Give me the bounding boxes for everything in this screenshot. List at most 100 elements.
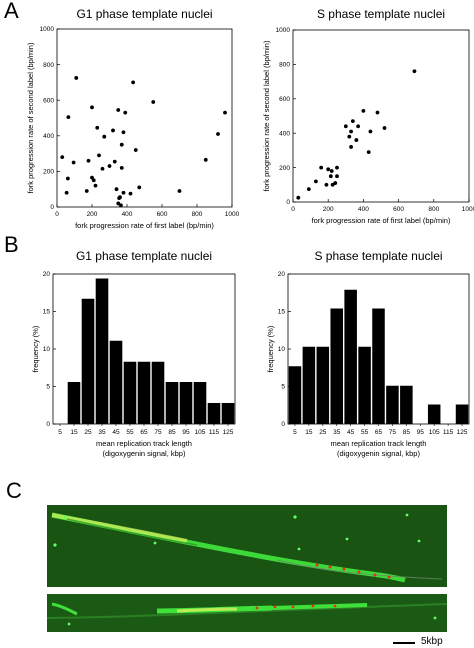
- data-point: [102, 134, 107, 139]
- data-point: [123, 110, 128, 115]
- bar: [455, 404, 469, 424]
- bar: [207, 403, 221, 424]
- y-tick-label: 0: [46, 421, 50, 428]
- x-tick-label: 25: [84, 429, 92, 436]
- x-tick-label: 400: [358, 206, 369, 213]
- x-tick-label: 200: [87, 211, 98, 218]
- bar: [358, 346, 371, 424]
- data-point: [349, 129, 353, 134]
- x-tick-label: 95: [182, 429, 190, 436]
- micrograph-bottom-image: [47, 594, 447, 632]
- x-axis-label: mean replication track length: [331, 439, 427, 448]
- y-tick-label: 0: [286, 199, 290, 206]
- x-tick-label: 105: [429, 429, 440, 436]
- x-tick-label: 55: [361, 429, 369, 436]
- bar: [427, 404, 441, 424]
- bar: [109, 340, 123, 424]
- data-point: [335, 165, 339, 170]
- bar: [288, 366, 302, 424]
- data-point: [151, 100, 156, 104]
- panel-label-a: A: [4, 0, 19, 23]
- data-point: [375, 110, 380, 115]
- data-point: [100, 166, 105, 171]
- data-point: [131, 80, 136, 85]
- x-tick-label: 75: [154, 429, 162, 436]
- data-point: [343, 124, 348, 129]
- data-point: [329, 169, 334, 173]
- x-tick-label: 35: [333, 429, 341, 436]
- x-tick-label: 0: [55, 211, 59, 218]
- plot-frame: [56, 28, 233, 208]
- data-point: [328, 174, 333, 179]
- x-tick-label: 45: [347, 429, 355, 436]
- y-tick-label: 5: [46, 384, 50, 391]
- micrograph-top-image: [47, 505, 447, 587]
- y-axis-label: frequency (%): [31, 325, 40, 372]
- data-point: [93, 183, 98, 188]
- scale-bar-label: 5kbp: [421, 636, 443, 647]
- bar: [67, 382, 81, 424]
- x-axis-label: fork progression rate of first label (bp…: [75, 221, 214, 230]
- x-tick-label: 105: [195, 429, 206, 436]
- bar: [302, 346, 316, 424]
- bar: [151, 361, 165, 424]
- y-axis-label: fork progression rate of second label (b…: [26, 42, 35, 193]
- x-tick-label: 600: [393, 206, 404, 213]
- bar: [81, 298, 95, 424]
- histogram-s: S phase template nuclei 5 15 25 35 45 55 65 75 85…: [266, 249, 470, 458]
- data-point: [128, 191, 133, 196]
- y-axis-label: fork progression rate of second label (b…: [262, 40, 271, 191]
- bar: [137, 361, 151, 424]
- x-tick-label: 85: [403, 429, 411, 436]
- x-tick-label: 800: [192, 211, 203, 218]
- bar: [123, 361, 137, 424]
- scatter-s: S phase template nuclei 0 200 400 600 800 100 0…: [262, 7, 474, 225]
- y-tick-label: 10: [43, 346, 51, 353]
- bar: [344, 289, 357, 424]
- y-tick-label: 400: [279, 130, 290, 137]
- data-point: [133, 148, 138, 152]
- micrograph-top: [47, 505, 447, 587]
- x-tick-label: 125: [457, 429, 468, 436]
- x-tick-label: 1000: [462, 206, 474, 213]
- data-point: [111, 128, 115, 133]
- x-tick-label: 15: [305, 429, 313, 436]
- data-point: [216, 132, 220, 136]
- x-tick-label: 35: [98, 429, 106, 436]
- scatter-g1: G1 phase template nuclei 0 200 400 600 800 100…: [26, 7, 240, 230]
- x-tick-label: 25: [319, 429, 327, 436]
- data-point: [356, 124, 361, 129]
- panel-label-c: C: [6, 478, 22, 503]
- y-tick-label: 15: [278, 309, 286, 316]
- histogram-g1: G1 phase template nuclei 5 15 25 35 45 55 65 75 8…: [31, 249, 236, 458]
- chart-title: S phase template nuclei: [314, 249, 442, 263]
- data-point: [333, 181, 338, 185]
- x-tick-label: 400: [122, 211, 133, 218]
- plot-frame: [292, 29, 470, 203]
- data-point: [361, 108, 366, 113]
- x-axis-label: fork progression rate of first label (bp…: [312, 216, 451, 225]
- data-point: [335, 174, 339, 179]
- bar: [165, 382, 179, 424]
- panel-label-b: B: [4, 232, 19, 257]
- bar: [316, 346, 330, 424]
- x-tick-label: 200: [323, 206, 334, 213]
- data-point: [203, 157, 208, 162]
- data-point: [97, 153, 101, 158]
- x-tick-label: 125: [223, 429, 234, 436]
- y-tick-label: 20: [278, 271, 286, 278]
- data-point: [121, 130, 126, 135]
- data-point: [121, 190, 126, 195]
- x-tick-label: 800: [428, 206, 439, 213]
- y-tick-label: 0: [281, 421, 285, 428]
- x-tick-label: 0: [291, 206, 295, 213]
- data-point: [84, 189, 89, 193]
- data-point: [119, 165, 124, 170]
- micrograph-bottom: [47, 594, 447, 632]
- data-point: [64, 190, 69, 195]
- data-point: [60, 155, 65, 160]
- bar: [372, 308, 385, 424]
- y-axis-label: frequency (%): [266, 325, 275, 372]
- y-tick-label: 10: [278, 346, 286, 353]
- y-tick-label: 800: [43, 62, 54, 69]
